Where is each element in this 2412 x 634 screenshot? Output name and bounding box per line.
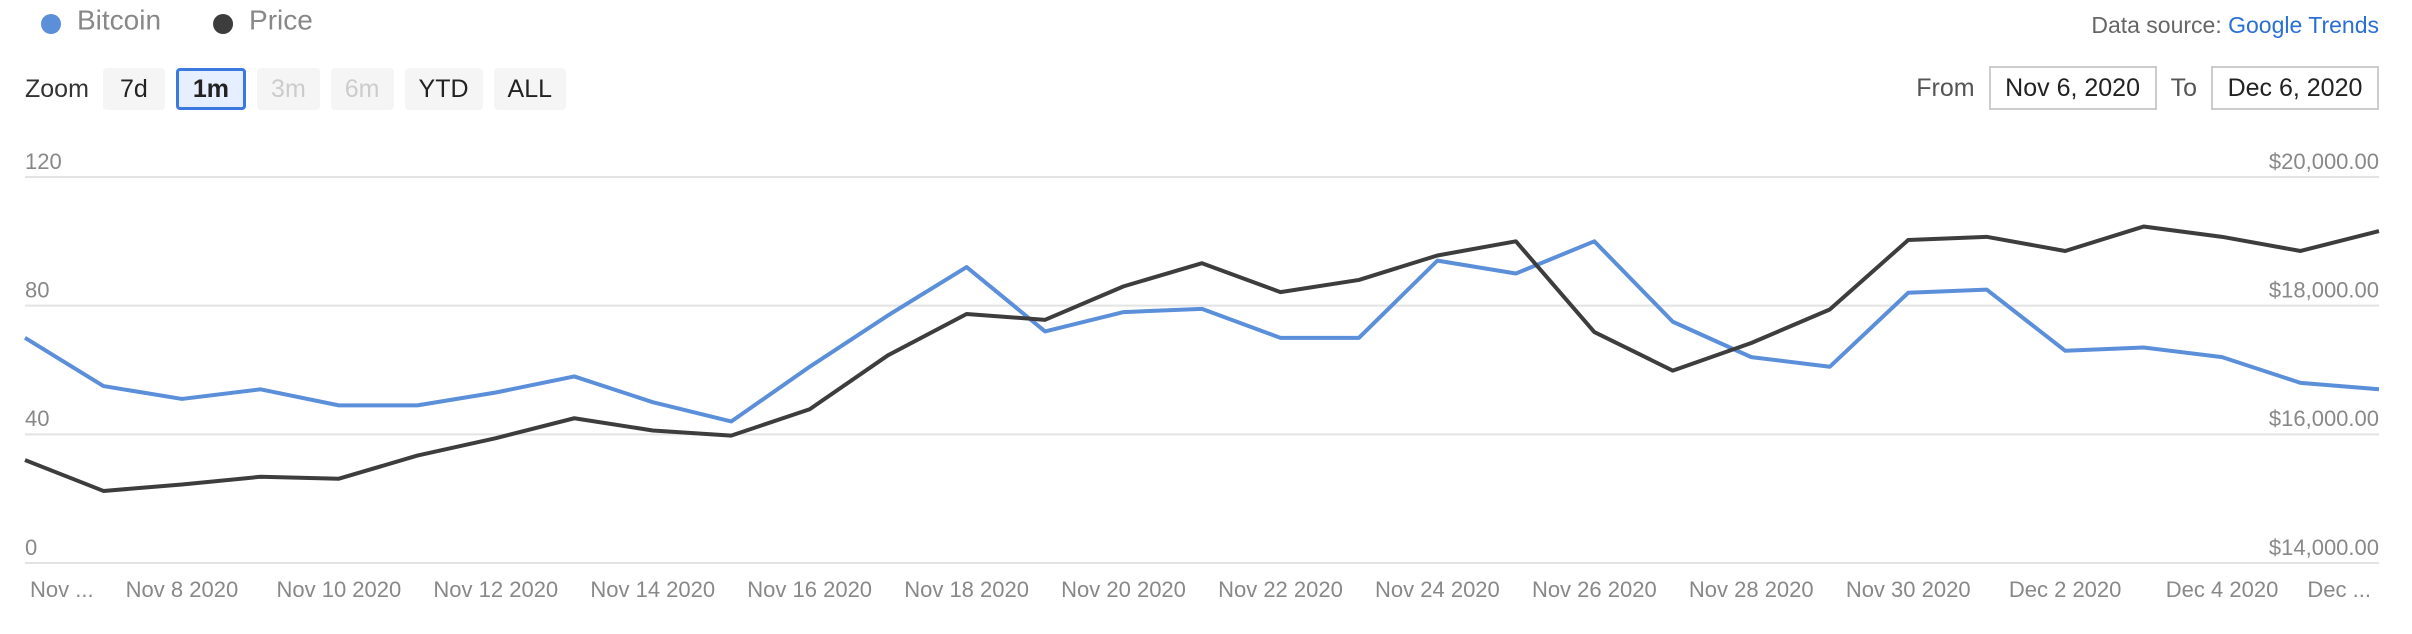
legend-label: Bitcoin <box>77 4 161 35</box>
legend-label: Price <box>249 4 313 35</box>
y2-tick-label: $18,000.00 <box>2269 277 2379 302</box>
line-series <box>23 239 2380 424</box>
line-series <box>24 224 2380 493</box>
zoom-label: Zoom <box>25 74 89 103</box>
x-tick-label: Nov 28 2020 <box>1689 577 1814 602</box>
legend-marker <box>213 14 234 34</box>
zoom-button: 6m <box>330 68 394 110</box>
y-tick-label: 80 <box>25 277 49 302</box>
x-tick-label: Dec 2 2020 <box>2009 577 2122 602</box>
y2-tick-label: $16,000.00 <box>2269 406 2379 431</box>
x-tick-label: Dec 4 2020 <box>2166 577 2279 602</box>
date-range: From Nov 6, 2020 To Dec 6, 2020 <box>1916 66 2379 110</box>
y2-tick-label: $14,000.00 <box>2269 535 2379 560</box>
x-tick-label: Nov 20 2020 <box>1061 577 1186 602</box>
y-tick-label: 120 <box>25 149 62 174</box>
zoom-button[interactable]: ALL <box>493 68 566 110</box>
x-tick-label: Nov 24 2020 <box>1375 577 1500 602</box>
x-tick-label: Nov 16 2020 <box>747 577 872 602</box>
x-tick-label: Nov ... <box>30 577 94 602</box>
y2-tick-label: $20,000.00 <box>2269 149 2379 174</box>
to-label: To <box>2170 73 2197 102</box>
x-tick-label: Nov 12 2020 <box>433 577 558 602</box>
zoom-button[interactable]: 1m <box>175 68 247 110</box>
zoom-bar: Zoom 7d 1m 3m 6m YTD ALL <box>25 68 566 110</box>
source-link[interactable]: Google Trends <box>2228 12 2379 38</box>
y-tick-label: 0 <box>25 535 37 560</box>
legend-marker <box>41 14 61 34</box>
data-source: Data source: Google Trends <box>2091 12 2379 39</box>
x-tick-label: Nov 8 2020 <box>126 577 239 602</box>
to-input[interactable]: Dec 6, 2020 <box>2211 66 2379 110</box>
x-tick-label: Nov 22 2020 <box>1218 577 1343 602</box>
from-label: From <box>1916 73 1975 102</box>
x-tick-label: Nov 30 2020 <box>1846 577 1971 602</box>
x-tick-label: Nov 14 2020 <box>590 577 715 602</box>
from-input[interactable]: Nov 6, 2020 <box>1988 66 2157 110</box>
source-label: Data source: <box>2091 12 2222 38</box>
x-tick-label: Nov 26 2020 <box>1532 577 1657 602</box>
x-tick-label: Nov 18 2020 <box>904 577 1029 602</box>
zoom-button[interactable]: YTD <box>404 68 483 110</box>
x-tick-label: Nov 10 2020 <box>276 577 401 602</box>
y-tick-label: 40 <box>25 406 49 431</box>
zoom-button[interactable]: 7d <box>102 68 165 110</box>
zoom-button: 3m <box>257 68 320 110</box>
x-tick-label: Dec ... <box>2307 577 2371 602</box>
